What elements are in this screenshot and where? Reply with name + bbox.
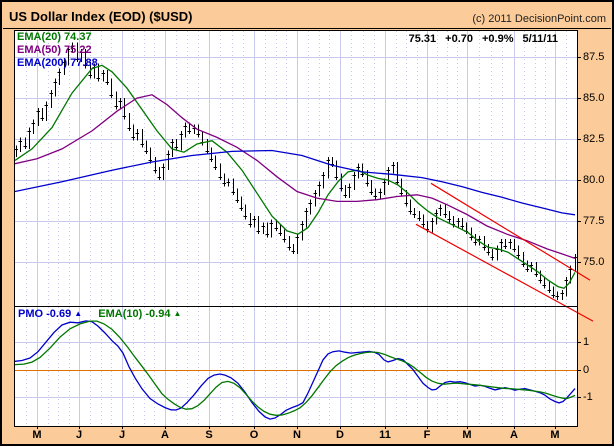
legend-ema50: EMA(50) 75.22 xyxy=(17,44,92,56)
chart-border xyxy=(14,30,578,427)
copyright-text: (c) 2011 DecisionPoint.com xyxy=(472,13,606,25)
y-axis-label-price: 87.5 xyxy=(583,51,605,64)
legend-ema50-label: EMA(50) 75.22 xyxy=(17,44,92,56)
y-axis-label-pmo: 0 xyxy=(583,363,590,376)
quote-change-pct: +0.9% xyxy=(482,33,514,45)
x-axis-label: J xyxy=(75,429,83,441)
legend-pmo-ema10-label: EMA(10) -0.94 xyxy=(98,308,171,320)
page-title: US Dollar Index (EOD) ($USD) xyxy=(9,9,193,24)
y-axis-label-price: 85.0 xyxy=(583,92,605,105)
y-axis-label-price: 75.0 xyxy=(583,256,605,269)
quote-line: 75.31 +0.70 +0.9% 5/11/11 xyxy=(409,33,558,45)
pmo-legend: PMO -0.69 ▲ EMA(10) -0.94 ▲ xyxy=(18,308,181,320)
x-axis-label: M xyxy=(462,429,472,441)
candlesticks xyxy=(15,42,577,300)
x-axis-label: O xyxy=(249,429,259,441)
y-axis-label-price: 77.5 xyxy=(583,215,605,228)
legend-ema20: EMA(20) 74.37 xyxy=(17,31,92,43)
x-axis-label: S xyxy=(205,429,213,441)
pmo-rising-arrow-icon: ▲ xyxy=(74,309,83,318)
pmo-ema10-line xyxy=(15,320,576,416)
x-axis-label: 11 xyxy=(379,429,391,441)
x-axis-label: M xyxy=(32,429,42,441)
legend-ema200: EMA(200) 77.88 xyxy=(17,57,98,69)
title-divider xyxy=(3,28,611,29)
pmo-gridlines xyxy=(15,342,577,398)
x-axis-label: J xyxy=(118,429,126,441)
pmo-line xyxy=(15,320,576,420)
legend-ema200-label: EMA(200) 77.88 xyxy=(17,57,98,69)
ema50-line xyxy=(15,94,576,260)
y-axis-label-pmo: -1 xyxy=(583,391,593,404)
quote-last: 75.31 xyxy=(408,33,437,45)
x-axis-label: M xyxy=(550,429,560,441)
price-gridlines xyxy=(15,57,577,263)
y-axis-label-price: 80.0 xyxy=(583,174,605,187)
lower-channel-trendline xyxy=(415,223,594,322)
legend-ema20-label: EMA(20) 74.37 xyxy=(17,31,92,43)
quote-date: 5/11/11 xyxy=(522,33,559,45)
x-axis-label: N xyxy=(293,429,301,441)
ema200-line xyxy=(15,149,576,216)
x-axis-label: A xyxy=(510,429,518,441)
x-axis-label: F xyxy=(423,429,431,441)
y-axis-label-pmo: 1 xyxy=(583,336,590,349)
x-axis-label: D xyxy=(336,429,344,441)
plot-background xyxy=(15,31,577,426)
upper-channel-trendline xyxy=(430,182,591,281)
x-axis-label: A xyxy=(161,429,169,441)
ema20-line xyxy=(15,64,576,290)
quote-change: +0.70 xyxy=(445,33,473,45)
pmo-ema10-rising-arrow-icon: ▲ xyxy=(173,309,182,318)
legend-pmo-label: PMO -0.69 xyxy=(18,308,72,320)
axis-ticks xyxy=(37,57,581,429)
y-axis-label-price: 82.5 xyxy=(583,133,605,146)
